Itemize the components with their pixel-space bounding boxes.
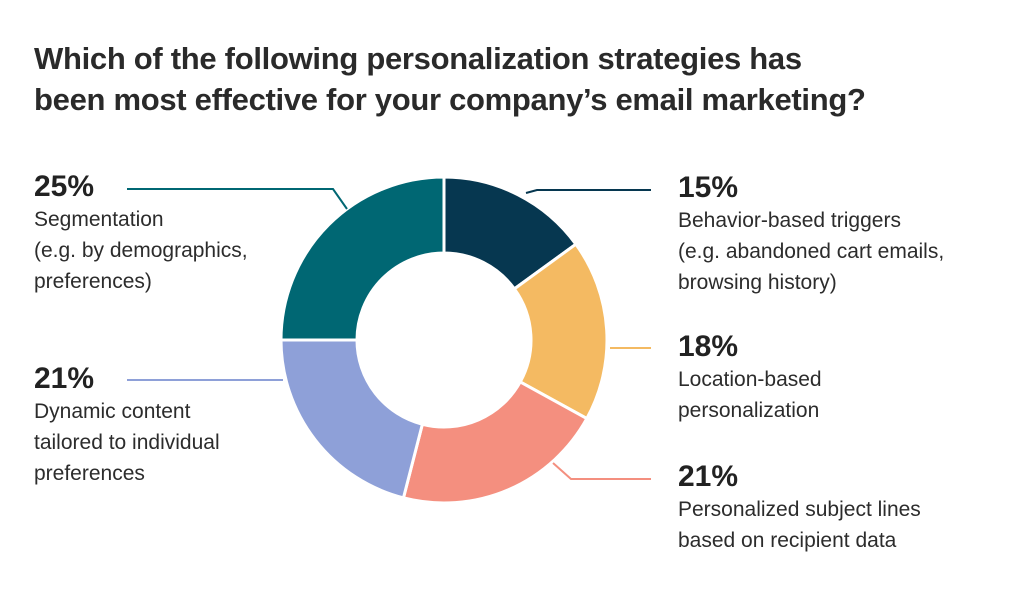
- behavior-text-3: browsing history): [678, 271, 837, 294]
- segmentation-percent: 25%: [34, 170, 95, 203]
- subject-text-2: based on recipient data: [678, 529, 897, 552]
- segmentation-text-2: (e.g. by demographics,: [34, 239, 248, 262]
- subject-text-1: Personalized subject lines: [678, 498, 921, 521]
- leader-line-subject: [552, 462, 651, 480]
- behavior-text-2: (e.g. abandoned cart emails,: [678, 240, 945, 263]
- behavior-text-1: Behavior-based triggers: [678, 209, 901, 232]
- segmentation-text-3: preferences): [34, 270, 152, 293]
- location-percent: 18%: [678, 330, 739, 363]
- slice-segmentation: [279, 175, 446, 342]
- slice-location: [512, 242, 609, 421]
- dynamic-text-1: Dynamic content: [34, 400, 191, 423]
- dynamic-text-2: tailored to individual: [34, 431, 220, 454]
- location-text-1: Location-based: [678, 368, 822, 391]
- leader-line-segmentation: [127, 188, 348, 210]
- subject-percent: 21%: [678, 460, 739, 493]
- slice-dynamic-content: [279, 338, 425, 500]
- dynamic-text-3: preferences: [34, 462, 145, 485]
- label-subject-lines: 21% Personalized subject lines based on …: [678, 460, 921, 556]
- chart-title: Which of the following personalization s…: [34, 38, 866, 120]
- label-segmentation: 25% Segmentation (e.g. by demographics, …: [34, 170, 248, 297]
- chart-title-line-2: been most effective for your company’s e…: [34, 82, 866, 117]
- slice-subject-lines: [401, 379, 589, 505]
- donut-slices: [279, 175, 609, 505]
- segmentation-text-1: Segmentation: [34, 208, 164, 231]
- chart-title-line-1: Which of the following personalization s…: [34, 41, 802, 76]
- dynamic-percent: 21%: [34, 362, 95, 395]
- label-location-based: 18% Location-based personalization: [678, 330, 822, 426]
- label-dynamic-content: 21% Dynamic content tailored to individu…: [34, 362, 220, 489]
- location-text-2: personalization: [678, 399, 820, 422]
- label-behavior-triggers: 15% Behavior-based triggers (e.g. abando…: [678, 171, 944, 298]
- leader-line-behavior: [525, 189, 651, 194]
- behavior-percent: 15%: [678, 171, 739, 204]
